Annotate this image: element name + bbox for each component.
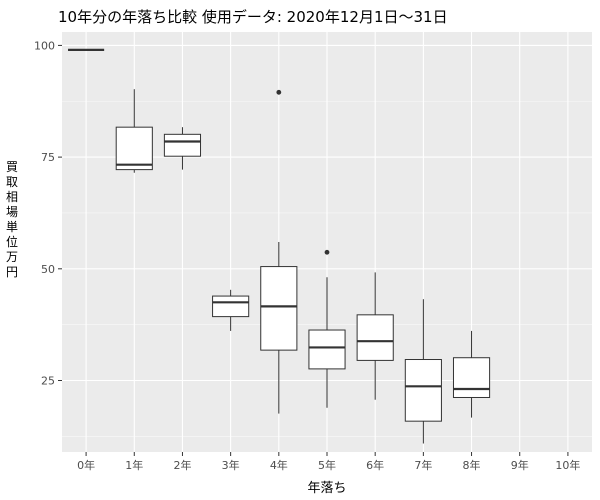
box-iqr (212, 295, 250, 318)
x-tick-label: 4年 (270, 458, 288, 472)
x-tick-label: 8年 (463, 458, 481, 472)
box-iqr (356, 314, 394, 361)
x-tick-label: 3年 (222, 458, 240, 472)
x-tick-label: 6年 (366, 458, 384, 472)
x-tick-label: 1年 (125, 458, 143, 472)
y-axis-label: 買取相場 単位 万円 (5, 160, 22, 279)
box-iqr (404, 359, 442, 422)
box-iqr (260, 266, 298, 351)
box-iqr (452, 357, 491, 398)
outlier-point (324, 249, 330, 255)
x-tick-label: 2年 (173, 458, 191, 472)
x-tick-label: 0年 (77, 458, 95, 472)
y-tick-label: 50 (41, 263, 55, 276)
y-tick-label: 75 (41, 151, 55, 164)
x-tick-label: 5年 (318, 458, 336, 472)
y-tick-label: 100 (34, 39, 55, 52)
x-tick-label: 9年 (511, 458, 529, 472)
x-tick-label: 10年 (555, 458, 580, 472)
chart-title: 10年分の年落ち比較 使用データ: 2020年12月1日～31日 (58, 8, 448, 26)
x-tick-label: 7年 (414, 458, 432, 472)
box-iqr (308, 329, 346, 370)
box-iqr (115, 126, 153, 171)
box-iqr (163, 133, 202, 157)
x-axis-label: 年落ち (307, 481, 346, 496)
outlier-point (276, 89, 282, 95)
y-tick-label: 25 (41, 375, 55, 388)
